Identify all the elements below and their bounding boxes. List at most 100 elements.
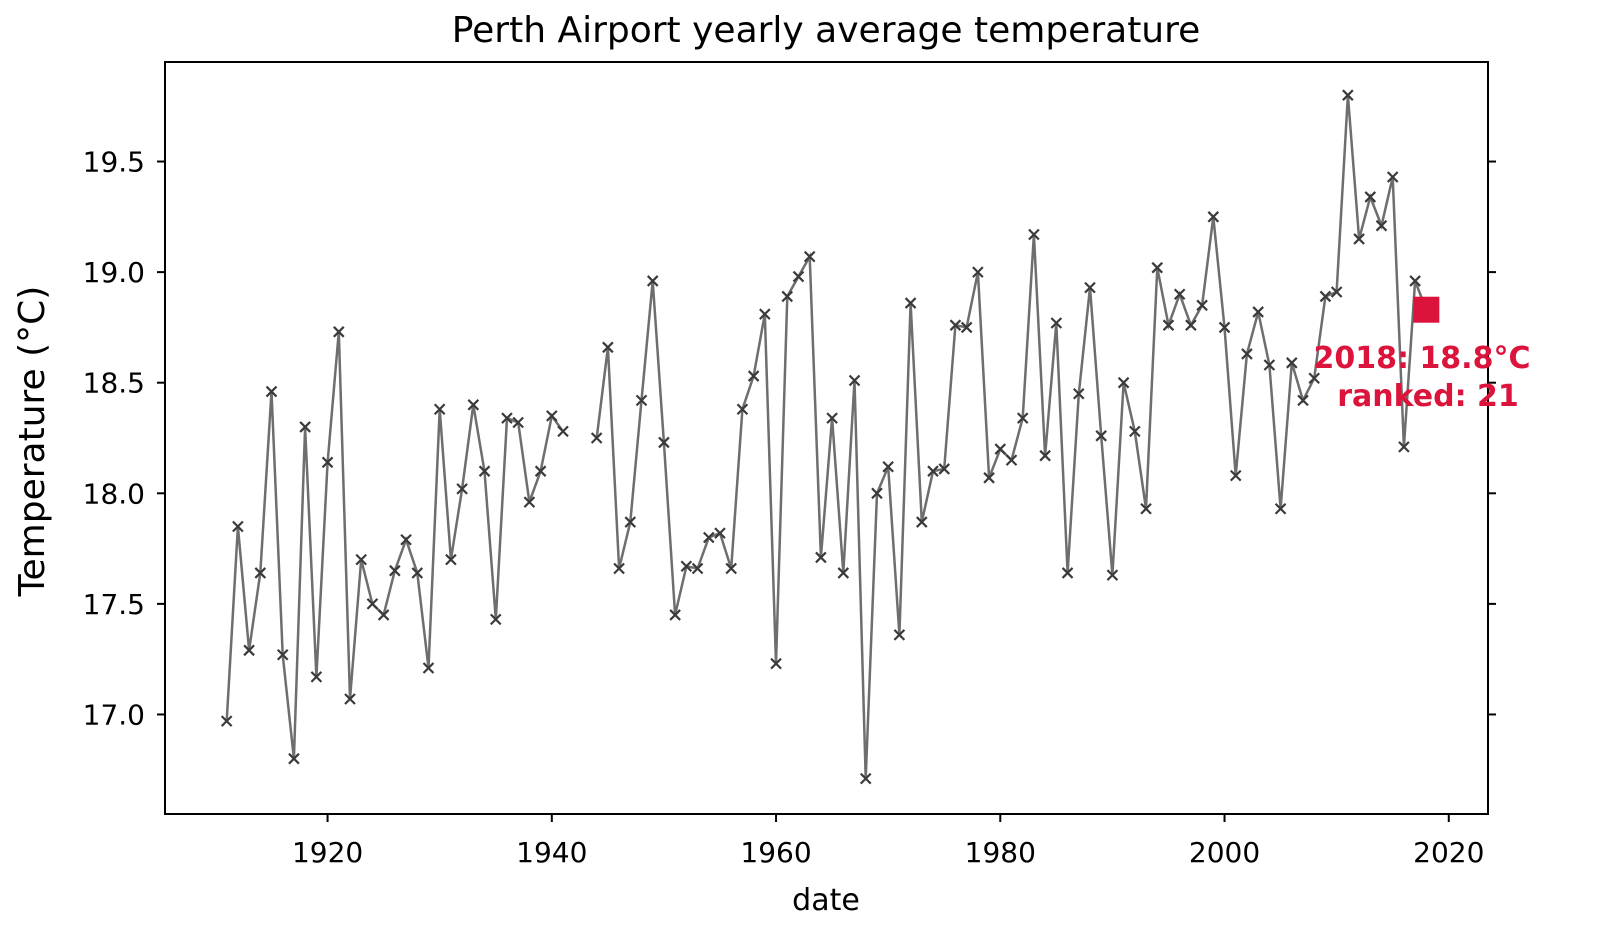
data-point [837,567,850,579]
data-point [904,297,917,309]
data-point [1353,233,1365,245]
data-point [781,290,794,303]
data-point [1173,288,1186,301]
data-point [1196,299,1208,312]
data-point [355,553,367,566]
data-point [916,516,928,528]
data-point [1409,275,1421,287]
data-point [1016,412,1029,424]
data-point [983,472,995,484]
data-point [512,416,524,429]
data-point [994,443,1007,455]
data-point [299,421,311,433]
data-point [759,308,771,320]
data-point [669,609,681,621]
x-axis-label: date [792,883,860,918]
data-point [422,662,435,674]
highlight-group: 2018: 18.8°C ranked: 21 [1314,296,1531,414]
data-point [1140,502,1152,515]
data-point [265,385,278,398]
plot-area [220,89,1433,785]
data-point [938,463,951,475]
data-point [1263,359,1276,371]
data-point [1050,317,1063,329]
data-point [1039,449,1051,462]
data-point [489,613,502,626]
data-point [972,266,984,278]
data-point [1319,290,1332,303]
highlight-marker [1413,296,1440,323]
data-point [1162,319,1175,331]
y-tick-label: 18.0 [83,477,145,510]
y-tick-label: 17.0 [83,698,145,731]
highlight-annotation-line1: 2018: 18.8°C [1314,341,1531,376]
data-point [366,598,379,610]
data-point [602,341,614,354]
data-point [714,527,726,539]
data-point [725,562,737,575]
data-point [467,399,480,411]
data-point [1297,394,1309,407]
data-point [1207,211,1220,223]
data-point [1218,321,1231,334]
data-point [232,520,244,533]
y-tick-label: 19.0 [83,256,145,289]
data-point [815,551,827,564]
data-point [445,553,457,566]
x-tick-label: 2000 [1189,836,1260,869]
data-point [288,752,300,765]
x-tick-label: 1920 [292,836,363,869]
data-point [1252,306,1264,318]
y-tick-label: 18.5 [83,367,145,400]
data-point [1072,387,1085,400]
data-point [1398,441,1410,453]
highlight-annotation-line2: ranked: 21 [1337,379,1519,414]
data-point [534,465,547,477]
data-point [770,657,782,670]
data-point [1375,219,1388,232]
data-point [1151,261,1164,274]
y-tick-label: 19.5 [83,146,145,179]
x-tick-label: 2020 [1413,836,1484,869]
data-point [736,403,749,416]
data-point [848,374,861,387]
x-tick-label: 1960 [740,836,811,869]
series-line [595,95,1428,779]
data-point [1364,191,1377,203]
data-point [803,250,816,263]
data-point [1330,286,1343,298]
data-point [893,629,906,641]
data-point [635,394,648,407]
data-point [389,564,401,577]
x-tick-label: 1940 [516,836,587,869]
data-point [1106,569,1119,581]
data-point [344,693,356,705]
data-point [613,562,625,575]
chart-title: Perth Airport yearly average temperature [452,10,1201,51]
data-point [1308,372,1320,385]
data-point [658,436,670,449]
data-point [1117,376,1130,389]
data-point [960,321,973,334]
data-point [1241,348,1253,360]
data-point [276,648,289,661]
data-point [546,410,558,422]
data-point [927,465,939,477]
data-point [1386,171,1399,183]
data-point [243,644,255,657]
data-point [949,319,962,331]
data-point [680,560,693,573]
data-point [523,496,536,508]
data-point [377,609,390,621]
data-point [254,567,267,579]
data-point [826,412,838,424]
data-point [501,412,513,424]
data-point [1274,502,1287,515]
data-point [1061,567,1074,579]
data-point [691,562,704,575]
data-point [400,533,412,546]
data-point [624,516,637,528]
y-axis-label: Temperature (°C) [12,286,53,598]
data-point [220,715,233,727]
